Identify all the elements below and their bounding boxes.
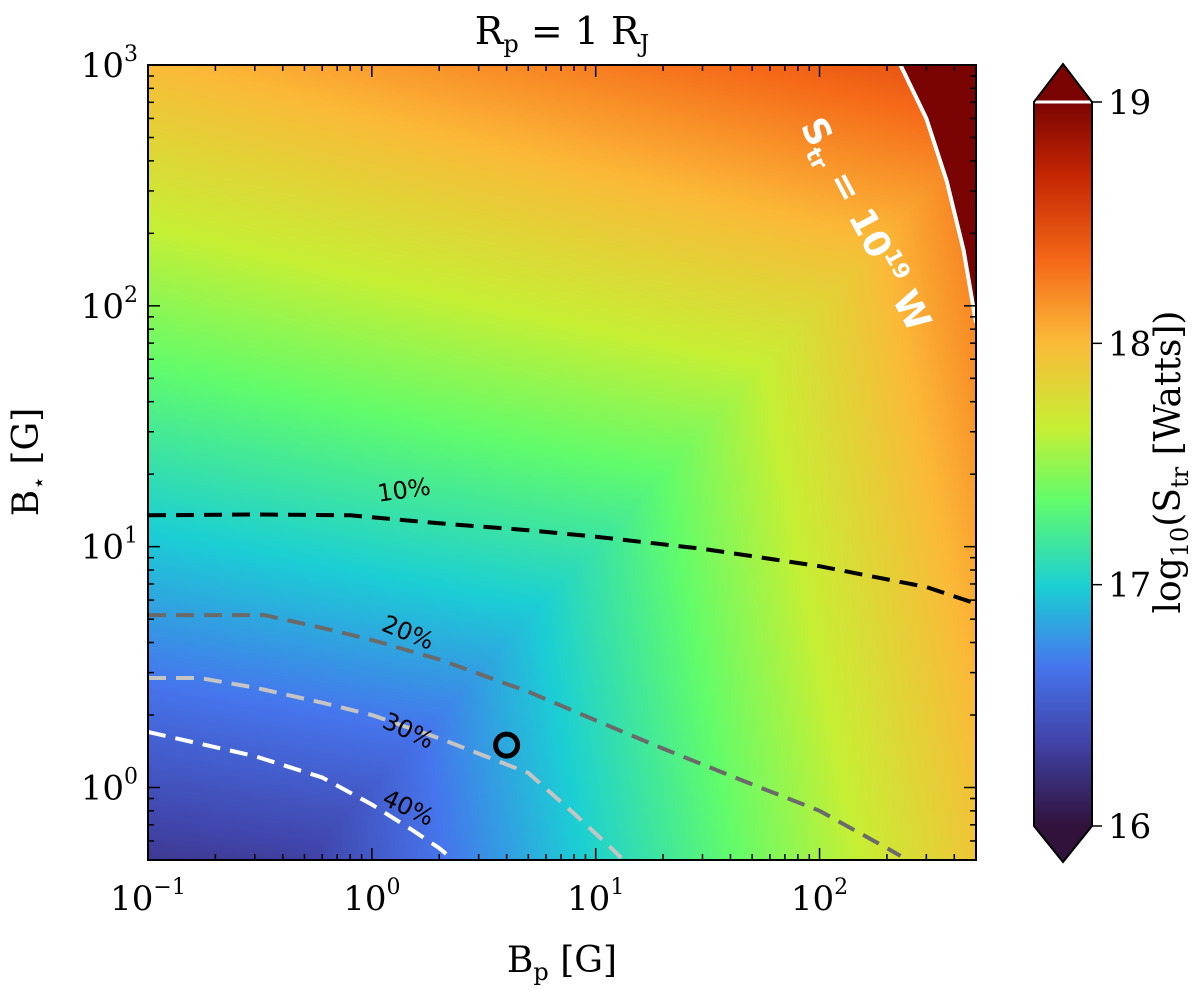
- data-marker: [493, 731, 521, 759]
- plot-frame: [147, 64, 977, 861]
- x-tick-label: 100: [343, 875, 400, 919]
- x-axis-label: Bp [G]: [507, 940, 617, 986]
- x-tick-label: 102: [791, 875, 848, 919]
- contour-20pct: [148, 613, 902, 858]
- colorbar-tick-label: 17: [1108, 566, 1151, 606]
- y-axis-label: B⋆ [G]: [6, 408, 52, 517]
- y-tick-label: 100: [81, 765, 138, 809]
- contour-30pct: [148, 676, 623, 860]
- axis-ticks: [147, 64, 977, 861]
- x-tick-label: 10−1: [110, 875, 186, 919]
- y-tick-label: 102: [81, 283, 138, 327]
- colorbar-label: log10(Str [Watts]): [1148, 311, 1194, 614]
- tick-labels: 10−1 100 101 102 100 101 102 103: [81, 42, 848, 919]
- contour-40pct: [148, 730, 450, 858]
- colorbar-extend-top: [1034, 64, 1092, 102]
- colorbar-ticks: 16 17 18 19: [1092, 83, 1151, 847]
- x-tick-label: 101: [567, 875, 624, 919]
- heatmap: [148, 65, 976, 860]
- y-tick-label: 101: [81, 524, 138, 568]
- y-tick-label: 103: [81, 42, 138, 86]
- chart-title: Rp = 1 RJ: [475, 9, 650, 58]
- colorbar-tick-label: 18: [1108, 324, 1151, 364]
- colorbar-tick-label: 16: [1108, 807, 1151, 847]
- marker-group: [493, 731, 521, 759]
- colorbar-gradient: [1034, 102, 1092, 826]
- colorbar: 16 17 18 19 log10(Str [Watts]): [1033, 62, 1194, 864]
- threshold-region: [900, 65, 976, 323]
- colorbar-tick-label: 19: [1108, 83, 1151, 123]
- contour-10pct: [148, 512, 976, 606]
- threshold-curve: [898, 65, 976, 324]
- colorbar-extend-bottom: [1034, 826, 1092, 862]
